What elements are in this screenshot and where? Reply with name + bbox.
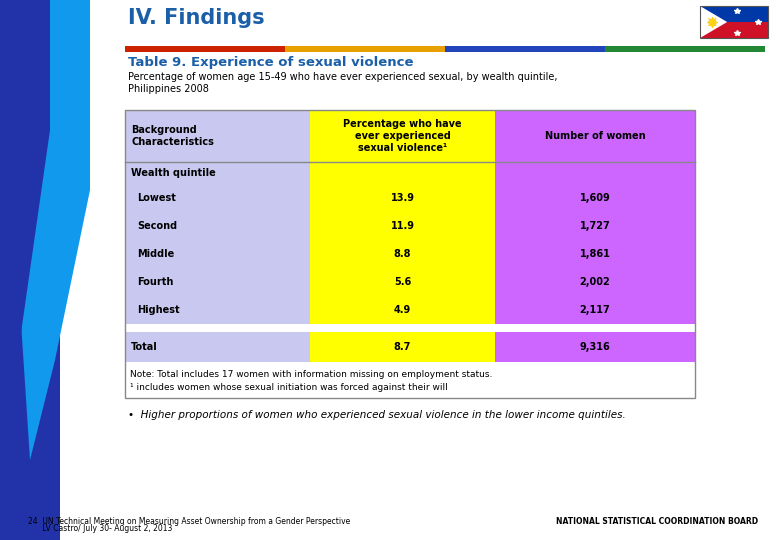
FancyBboxPatch shape (495, 332, 695, 362)
FancyBboxPatch shape (310, 162, 495, 184)
FancyBboxPatch shape (125, 362, 695, 398)
FancyBboxPatch shape (125, 212, 310, 240)
Text: 9,316: 9,316 (580, 342, 611, 352)
Text: Wealth quintile: Wealth quintile (131, 168, 216, 178)
FancyBboxPatch shape (310, 184, 495, 212)
FancyBboxPatch shape (285, 46, 445, 52)
FancyBboxPatch shape (310, 240, 495, 268)
Text: Number of women: Number of women (544, 131, 645, 141)
FancyBboxPatch shape (125, 240, 310, 268)
Text: Percentage of women age 15-49 who have ever experienced sexual, by wealth quinti: Percentage of women age 15-49 who have e… (128, 72, 558, 93)
FancyBboxPatch shape (125, 162, 310, 184)
Text: Lowest: Lowest (137, 193, 176, 203)
Text: Table 9. Experience of sexual violence: Table 9. Experience of sexual violence (128, 56, 413, 69)
FancyBboxPatch shape (495, 240, 695, 268)
FancyBboxPatch shape (700, 6, 768, 22)
Text: 24  UN Technical Meeting on Measuring Asset Ownership from a Gender Perspective: 24 UN Technical Meeting on Measuring Ass… (28, 517, 350, 526)
FancyBboxPatch shape (495, 110, 695, 162)
FancyBboxPatch shape (125, 110, 310, 162)
Text: 8.8: 8.8 (394, 249, 411, 259)
Text: Second: Second (137, 221, 177, 231)
Text: 1,861: 1,861 (580, 249, 611, 259)
Text: •  Higher proportions of women who experienced sexual violence in the lower inco: • Higher proportions of women who experi… (128, 410, 626, 420)
Text: Highest: Highest (137, 305, 179, 315)
Text: 13.9: 13.9 (391, 193, 414, 203)
FancyBboxPatch shape (495, 212, 695, 240)
Text: LV Castro/ July 30- August 2, 2013: LV Castro/ July 30- August 2, 2013 (28, 524, 172, 533)
FancyBboxPatch shape (700, 22, 768, 38)
Text: 4.9: 4.9 (394, 305, 411, 315)
FancyBboxPatch shape (310, 110, 495, 162)
Text: IV. Findings: IV. Findings (128, 8, 264, 28)
FancyBboxPatch shape (495, 268, 695, 296)
Text: Fourth: Fourth (137, 277, 173, 287)
Text: Total: Total (131, 342, 158, 352)
Text: Percentage who have
ever experienced
sexual violence¹: Percentage who have ever experienced sex… (343, 119, 462, 153)
Text: 2,117: 2,117 (580, 305, 611, 315)
FancyBboxPatch shape (310, 212, 495, 240)
Text: ¹ includes women whose sexual initiation was forced against their will: ¹ includes women whose sexual initiation… (130, 383, 448, 392)
Polygon shape (0, 0, 90, 460)
FancyBboxPatch shape (495, 184, 695, 212)
Text: 5.6: 5.6 (394, 277, 411, 287)
Text: Background
Characteristics: Background Characteristics (131, 125, 214, 147)
FancyBboxPatch shape (310, 268, 495, 296)
Polygon shape (0, 0, 60, 540)
Text: 8.7: 8.7 (394, 342, 411, 352)
Polygon shape (0, 0, 55, 540)
FancyBboxPatch shape (445, 46, 605, 52)
FancyBboxPatch shape (125, 296, 310, 324)
FancyBboxPatch shape (310, 296, 495, 324)
Text: 11.9: 11.9 (391, 221, 414, 231)
FancyBboxPatch shape (125, 268, 310, 296)
FancyBboxPatch shape (125, 184, 310, 212)
FancyBboxPatch shape (495, 296, 695, 324)
Text: Note: Total includes 17 women with information missing on employment status.: Note: Total includes 17 women with infor… (130, 370, 492, 379)
Text: 1,609: 1,609 (580, 193, 611, 203)
FancyBboxPatch shape (125, 332, 310, 362)
Text: Middle: Middle (137, 249, 174, 259)
FancyBboxPatch shape (605, 46, 765, 52)
Text: NATIONAL STATISTICAL COORDINATION BOARD: NATIONAL STATISTICAL COORDINATION BOARD (556, 517, 758, 526)
Text: 2,002: 2,002 (580, 277, 611, 287)
FancyBboxPatch shape (310, 332, 495, 362)
FancyBboxPatch shape (125, 46, 285, 52)
Polygon shape (700, 6, 727, 38)
FancyBboxPatch shape (495, 162, 695, 184)
Text: 1,727: 1,727 (580, 221, 611, 231)
Polygon shape (0, 0, 50, 540)
